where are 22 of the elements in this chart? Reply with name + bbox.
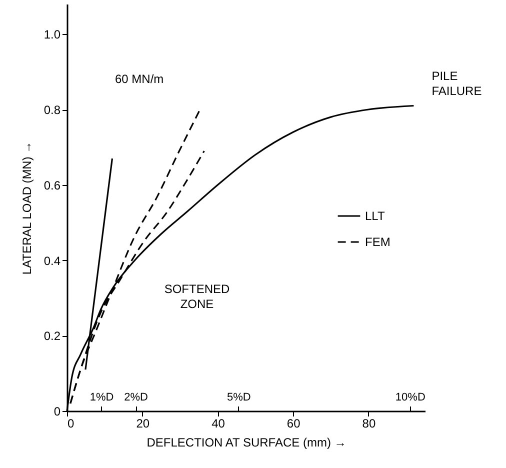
x2-tick-label: 2%D: [124, 392, 148, 404]
y-tick-label: 1.0: [44, 28, 61, 42]
annotation: 60 MN/m: [115, 72, 164, 86]
x-axis-title: DEFLECTION AT SURFACE (mm) →: [146, 436, 346, 450]
legend-label: LLT: [365, 209, 386, 223]
x2-tick-label: 1%D: [90, 392, 114, 404]
annotation: PILE FAILURE: [432, 68, 482, 98]
y-axis-title: LATERAL LOAD (MN) →: [20, 141, 34, 275]
annotation: SOFTENED ZONE: [164, 282, 230, 311]
y-tick-label: 0.4: [44, 254, 61, 268]
y-tick-label: 0: [54, 404, 61, 418]
y-tick-label: 0.6: [44, 178, 61, 192]
x-tick-label: 80: [362, 416, 376, 430]
x-tick-label: 20: [136, 416, 150, 430]
y-tick-label: 0.8: [44, 103, 61, 118]
x2-tick-label: 10%D: [395, 392, 426, 404]
x-tick-label: 40: [212, 416, 226, 430]
x-tick-label: 60: [286, 416, 301, 430]
legend-label: FEM: [365, 235, 390, 249]
x-tick-label: 0: [68, 416, 74, 430]
x2-tick-label: 5%D: [227, 392, 251, 404]
y-tick-label: 0.2: [44, 329, 61, 344]
